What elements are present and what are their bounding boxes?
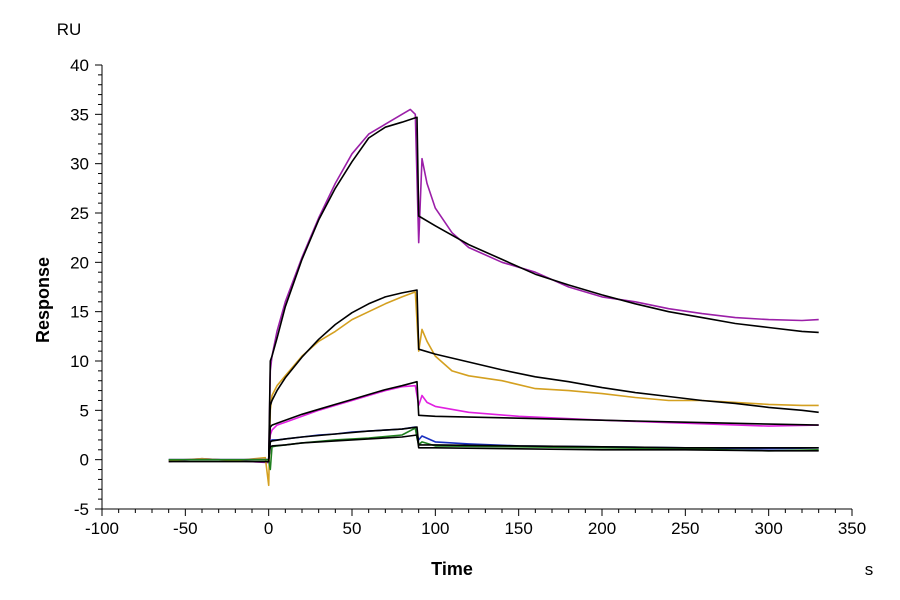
sensorgram-3-line (168, 384, 819, 461)
fit-2-line (267, 289, 819, 460)
y-axis-title: Response (33, 257, 53, 343)
fit-3-line (267, 380, 819, 460)
axis-ticks: -100 -50 0 50 100 150 200 250 300 350-50510152025… (70, 56, 866, 538)
y-unit-label: RU (57, 20, 82, 39)
series-layer (168, 108, 819, 487)
axes (101, 65, 852, 510)
x-axis-title: Time (431, 559, 473, 579)
x-tick-label: 200 (588, 519, 616, 538)
y-tick-label: 10 (70, 352, 89, 371)
fit-5-line (267, 434, 819, 460)
y-tick-label: 25 (70, 204, 89, 223)
y-tick-label: 5 (80, 401, 89, 420)
sensorgram-1-line (168, 108, 819, 464)
x-tick-label: 350 (838, 519, 866, 538)
x-tick-label: 50 (343, 519, 362, 538)
x-tick-label: 0 (264, 519, 273, 538)
x-tick-label: 100 (421, 519, 449, 538)
y-tick-label: 15 (70, 303, 89, 322)
x-tick-label: 150 (504, 519, 532, 538)
y-tick-label: 35 (70, 105, 89, 124)
fit-4-line (267, 426, 819, 460)
x-tick-label: 300 (754, 519, 782, 538)
x-unit-label: s (865, 560, 874, 579)
y-tick-label: -5 (74, 500, 89, 519)
sensorgram-5-line (168, 427, 819, 471)
y-tick-label: 30 (70, 155, 89, 174)
x-tick-label: -100 (85, 519, 119, 538)
x-tick-label: 250 (671, 519, 699, 538)
x-tick-label: -50 (173, 519, 198, 538)
y-tick-label: 0 (80, 451, 89, 470)
y-tick-label: 40 (70, 56, 89, 75)
fit-1-line (168, 116, 819, 463)
y-tick-label: 20 (70, 253, 89, 272)
sensorgram-4-line (168, 426, 819, 461)
